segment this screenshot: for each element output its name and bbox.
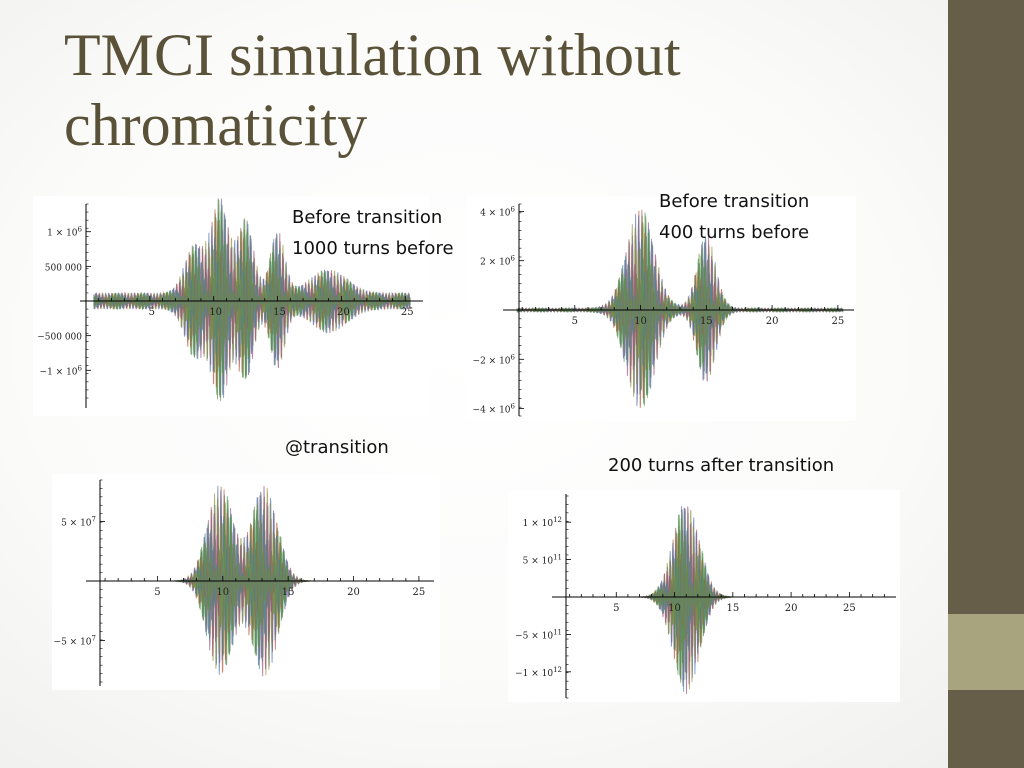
y-tick-label: −2 × 106 [473, 353, 516, 366]
chart-panel-1: 5 10 15 20 25 1 × 106 500 000 −500 000 −1 × 106 [33, 196, 430, 416]
y-tick-label: 4 × 106 [480, 205, 515, 218]
series-trace [565, 514, 889, 676]
y-tick-label: −5 × 1011 [515, 628, 562, 641]
x-tick-label: 20 [766, 316, 779, 327]
series-trace [565, 506, 889, 695]
series-trace [565, 514, 889, 683]
x-tick-label: 15 [282, 587, 295, 598]
slide-title-line-1: TMCI simulation without [64, 22, 681, 88]
y-tick-label: −5 × 107 [54, 634, 96, 647]
slide-title: TMCI simulation without chromaticity [64, 20, 924, 160]
x-tick-label: 15 [273, 307, 286, 318]
x-tick-label: 10 [668, 603, 681, 614]
x-tick-label: 20 [337, 307, 350, 318]
chart-1000-turns-before: 5 10 15 20 25 1 × 106 500 000 −500 000 −1 × 106 [37, 198, 423, 408]
y-tick-label: 5 × 1011 [523, 554, 562, 567]
y-tick-label: −1 × 106 [40, 364, 83, 377]
caption-line: Before transition [659, 191, 810, 212]
y-tick-label: 1 × 106 [47, 226, 82, 239]
y-tick-label: 5 × 107 [61, 516, 96, 529]
x-tick-label: 5 [572, 316, 578, 327]
x-tick-label: 25 [843, 603, 856, 614]
x-tick-label: 20 [347, 587, 360, 598]
caption-line: Before transition [292, 207, 443, 228]
chart-panel-4: 5 10 15 20 25 1 × 1012 5 × 1011 −5 × 1011 −1 × 1… [508, 490, 900, 702]
y-tick-label: −4 × 106 [473, 403, 516, 416]
caption-200-turns-after: 200 turns after transition [608, 450, 834, 481]
x-tick-label: 15 [700, 316, 713, 327]
x-tick-label: 5 [154, 587, 160, 598]
side-accent-square [948, 614, 1024, 690]
x-tick-label: 10 [634, 316, 647, 327]
caption-line: 1000 turns before [292, 238, 454, 259]
caption-400-turns-before: Before transition 400 turns before [659, 186, 809, 248]
caption-line: @transition [285, 437, 389, 458]
y-tick-label: 1 × 1012 [523, 516, 562, 529]
slide-title-line-2: chromaticity [64, 92, 368, 158]
x-tick-label: 5 [613, 603, 619, 614]
series-trace [565, 527, 889, 664]
y-tick-label: −500 000 [37, 333, 82, 343]
x-tick-label: 20 [785, 603, 798, 614]
x-tick-label: 25 [831, 316, 844, 327]
series-trace [93, 199, 411, 402]
x-tick-label: 10 [216, 587, 229, 598]
caption-1000-turns-before: Before transition 1000 turns before [292, 202, 454, 264]
chart-panel-2: 5 10 15 20 25 4 × 106 2 × 106 −2 × 106 −4 × 106 [466, 196, 856, 421]
x-tick-label: 25 [401, 307, 414, 318]
chart-at-transition: 5 10 15 20 25 5 × 107 −5 × 107 [54, 479, 434, 686]
chart-200-turns-after: 5 10 15 20 25 1 × 1012 5 × 1011 −5 × 1011 −1 × 1… [515, 494, 896, 699]
chart-400-turns-before: 5 10 15 20 25 4 × 106 2 × 106 −2 × 106 −4 × 106 [473, 203, 854, 417]
caption-line: 400 turns before [659, 222, 810, 243]
x-tick-label: 10 [209, 307, 222, 318]
x-tick-label: 15 [726, 603, 739, 614]
x-tick-label: 5 [149, 307, 155, 318]
caption-at-transition: @transition [285, 432, 389, 463]
x-tick-label: 25 [413, 587, 426, 598]
chart-panel-3: 5 10 15 20 25 5 × 107 −5 × 107 [52, 474, 440, 690]
series-trace [565, 507, 889, 692]
y-tick-label: −1 × 1012 [515, 666, 562, 679]
y-tick-label: 2 × 106 [480, 255, 515, 268]
series-trace [565, 509, 889, 690]
caption-line: 200 turns after transition [608, 455, 835, 476]
y-tick-label: 500 000 [45, 263, 82, 273]
